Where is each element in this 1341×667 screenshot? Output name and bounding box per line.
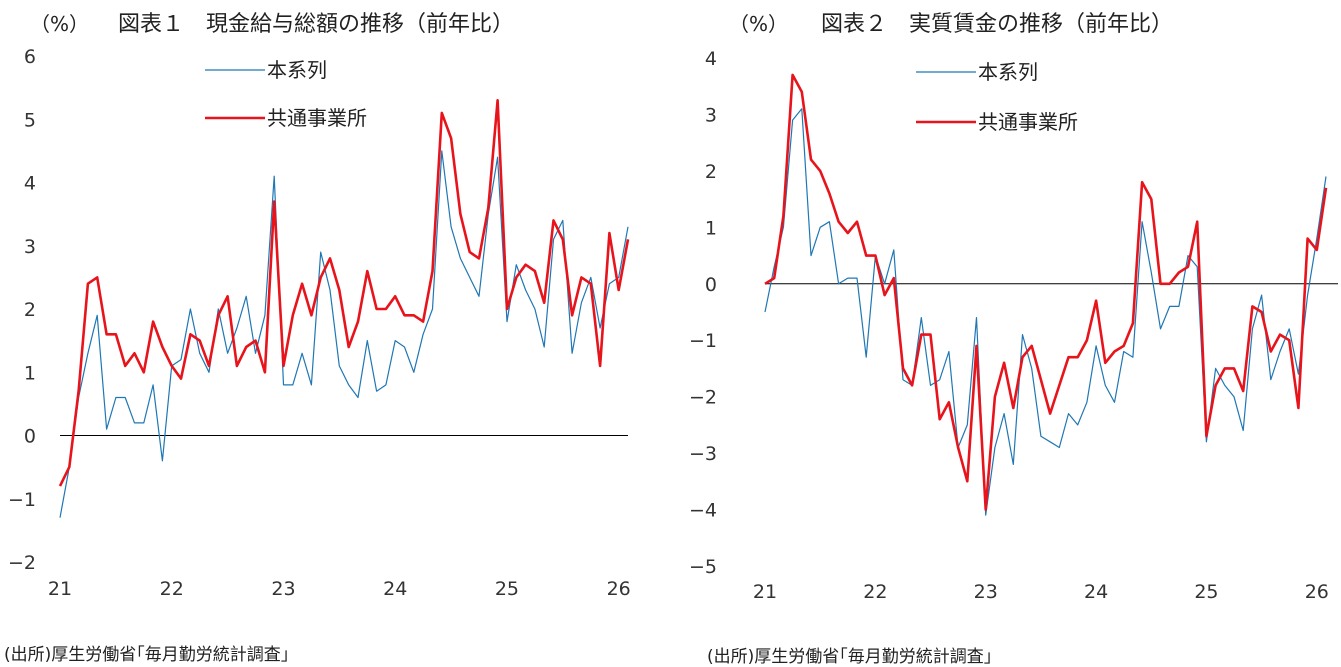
- x-tick-label: 23: [974, 581, 998, 603]
- y-tick-label: 3: [705, 104, 717, 126]
- series-line-honkeiretsu: [59, 150, 629, 518]
- chart-panel-1: （%） 図表１ 現金給与総額の推移（前年比） −2 −1 0 1 2 3 4 5 6 21 22 23…: [0, 0, 670, 665]
- y-tick-label: −5: [689, 556, 717, 578]
- y-tick-label: 4: [24, 173, 36, 195]
- series-line-honkeiretsu: [764, 108, 1327, 516]
- x-tick-label: 26: [1305, 581, 1329, 603]
- x-tick-label: 26: [607, 578, 631, 600]
- legend-label: 共通事業所: [978, 110, 1078, 134]
- x-tick-label: 21: [48, 578, 72, 600]
- y-unit-label: （%）: [729, 12, 789, 36]
- y-tick-label: −1: [8, 489, 36, 511]
- source-note: (出所)厚生労働省｢毎月勤労統計調査｣: [707, 647, 993, 667]
- x-tick-label: 24: [383, 578, 407, 600]
- x-tick-label: 23: [271, 578, 295, 600]
- x-tick-label: 25: [495, 578, 519, 600]
- x-tick-label: 22: [863, 581, 887, 603]
- chart-panel-2: （%） 図表２ 実質賃金の推移（前年比） −5 −4 −3 −2 −1 0 1 2 3 4 21 22…: [671, 0, 1341, 667]
- y-tick-label: −2: [689, 387, 717, 409]
- y-tick-label: 0: [24, 426, 36, 448]
- y-tick-label: 4: [705, 48, 717, 70]
- chart-title: 図表２ 実質賃金の推移（前年比）: [821, 12, 1174, 37]
- y-tick-label: 2: [24, 299, 36, 321]
- y-tick-label: 1: [24, 362, 36, 384]
- x-tick-label: 22: [160, 578, 184, 600]
- x-tick-label: 24: [1084, 581, 1108, 603]
- y-tick-label: 2: [705, 161, 717, 183]
- legend-label: 共通事業所: [267, 106, 367, 130]
- series-line-kyotsu-jigyosho: [764, 73, 1328, 511]
- y-tick-label: 0: [705, 274, 717, 296]
- y-tick-label: 3: [24, 236, 36, 258]
- legend-label: 本系列: [978, 60, 1038, 84]
- y-tick-label: 5: [24, 109, 36, 131]
- y-tick-label: −2: [8, 552, 36, 574]
- y-tick-label: −3: [689, 443, 717, 465]
- y-tick-label: 1: [705, 217, 717, 239]
- y-unit-label: （%）: [30, 12, 90, 36]
- source-note: (出所)厚生労働省｢毎月勤労統計調査｣: [4, 645, 290, 665]
- series-line-kyotsu-jigyosho: [58, 99, 630, 487]
- x-tick-label: 21: [753, 581, 777, 603]
- chart-title: 図表１ 現金給与総額の推移（前年比）: [118, 12, 515, 37]
- y-tick-label: −1: [689, 330, 717, 352]
- y-tick-label: 6: [24, 46, 36, 68]
- legend-label: 本系列: [267, 58, 327, 82]
- x-tick-label: 25: [1194, 581, 1218, 603]
- y-tick-label: −4: [689, 500, 717, 522]
